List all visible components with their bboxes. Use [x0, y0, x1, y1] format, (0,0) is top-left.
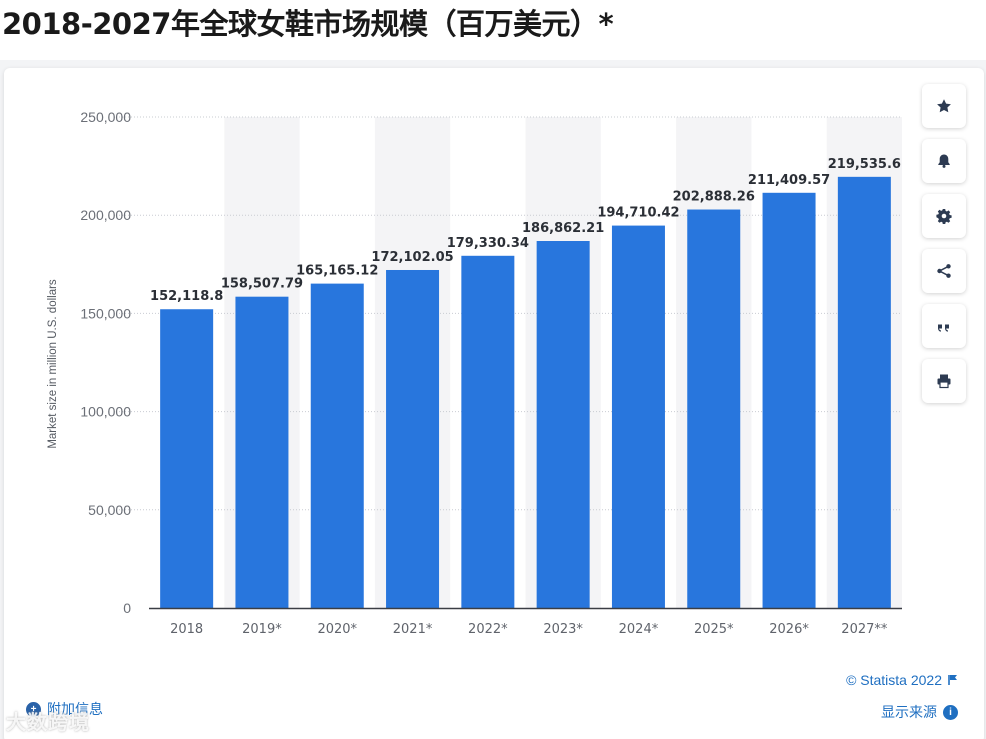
credit-label: © Statista 2022 — [846, 672, 942, 688]
quote-icon — [938, 324, 949, 332]
info-circle-icon: + — [26, 701, 41, 717]
bar — [611, 225, 665, 608]
notify-button[interactable] — [922, 139, 966, 183]
printer-icon — [937, 374, 951, 389]
data-label: 194,710.42 — [597, 206, 679, 221]
bar — [461, 255, 515, 608]
x-tick-label: 2024* — [619, 622, 659, 637]
data-label: 211,409.57 — [748, 173, 830, 188]
y-tick-label: 0 — [123, 600, 131, 616]
data-label: 158,507.79 — [221, 277, 303, 292]
data-label: 219,535.6 — [828, 157, 901, 172]
x-tick-label: 2019* — [242, 622, 282, 637]
data-label: 172,102.05 — [371, 250, 453, 265]
x-tick-label: 2027** — [841, 622, 888, 637]
bar — [310, 283, 364, 608]
statista-credit[interactable]: © Statista 2022 — [846, 672, 958, 688]
x-tick-label: 2022* — [468, 622, 508, 637]
bell-icon — [938, 154, 950, 168]
bar — [762, 192, 816, 608]
share-icon — [937, 264, 951, 278]
y-tick-label: 100,000 — [80, 404, 131, 420]
data-label: 179,330.34 — [447, 236, 529, 251]
print-button[interactable] — [922, 359, 966, 403]
more-info-link[interactable]: + 附加信息 — [26, 700, 103, 718]
data-label: 202,888.26 — [673, 190, 755, 205]
show-source-label: 显示来源 — [881, 704, 937, 720]
bar — [536, 241, 590, 608]
bar — [687, 209, 741, 608]
y-tick-label: 250,000 — [80, 109, 131, 125]
gear-icon — [936, 209, 952, 224]
x-tick-label: 2023* — [543, 622, 583, 637]
x-tick-label: 2026* — [769, 622, 809, 637]
cite-button[interactable] — [922, 304, 966, 348]
y-tick-label: 50,000 — [88, 502, 131, 518]
x-tick-label: 2021* — [393, 622, 433, 637]
share-button[interactable] — [922, 249, 966, 293]
x-tick-label: 2020* — [317, 622, 357, 637]
data-label: 152,118.8 — [150, 289, 223, 304]
y-tick-label: 200,000 — [80, 207, 131, 223]
bar — [837, 176, 891, 608]
x-tick-label: 2018 — [170, 622, 203, 637]
bar — [235, 296, 289, 608]
more-info-label: 附加信息 — [47, 701, 103, 717]
data-label: 165,165.12 — [296, 264, 378, 279]
bar — [160, 309, 214, 608]
y-axis-label: Market size in million U.S. dollars — [47, 279, 59, 449]
page-title: 2018-2027年全球女鞋市场规模（百万美元）* — [2, 4, 982, 44]
show-source-link[interactable]: 显示来源 i — [881, 702, 958, 722]
flag-icon — [948, 675, 957, 685]
info-icon: i — [943, 704, 958, 720]
bar — [386, 269, 440, 608]
star-icon — [937, 99, 951, 113]
settings-button[interactable] — [922, 194, 966, 238]
favorite-button[interactable] — [922, 84, 966, 128]
x-tick-label: 2025* — [694, 622, 734, 637]
data-label: 186,862.21 — [522, 221, 604, 236]
y-tick-label: 150,000 — [80, 305, 131, 321]
watermark: 大数跨境 — [6, 710, 90, 734]
